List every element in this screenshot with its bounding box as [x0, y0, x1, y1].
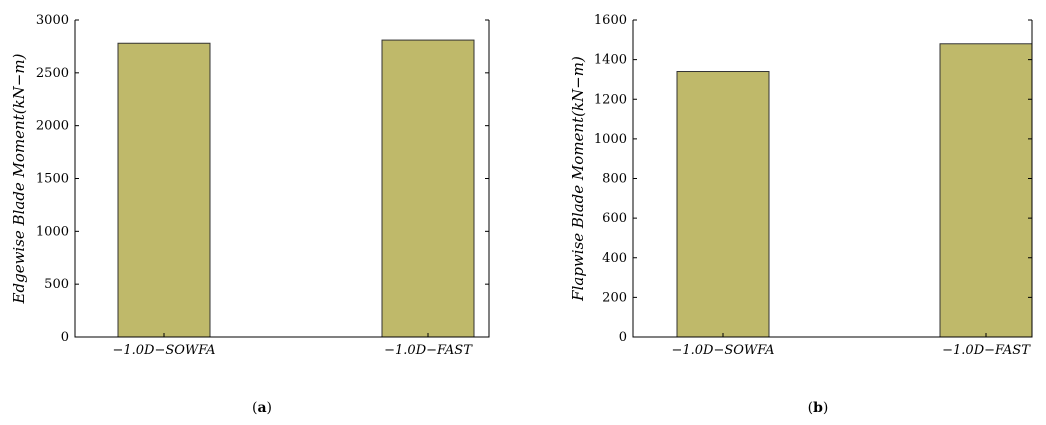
bar-a-0	[117, 42, 211, 338]
bar-b-1	[939, 43, 1033, 338]
y-axis-title-a: Edgewise Blade Moment(kN−m)	[10, 53, 28, 304]
ytick-label-b-1: 200	[602, 290, 627, 305]
y-axis-title-b: Flapwise Blade Moment(kN−m)	[569, 56, 587, 302]
ytick-label-b-8: 1600	[594, 13, 627, 28]
ytick-label-a-6: 3000	[36, 13, 69, 28]
ytick-label-b-6: 1200	[594, 92, 627, 107]
ytick-label-a-4: 2000	[36, 119, 69, 134]
ytick-label-a-2: 1000	[36, 224, 69, 239]
ytick-label-b-3: 600	[602, 211, 627, 226]
xtick-label-b-1: −1.0D−FAST	[942, 343, 1031, 358]
chart-panel-a: 0 500 1000 1500 2000 2500 3000 −1.0D−SOWFA −1.0D…	[10, 13, 490, 416]
ytick-label-a-1: 500	[44, 277, 69, 292]
ytick-label-a-3: 1500	[36, 172, 69, 187]
bar-b-0	[676, 71, 770, 338]
ytick-label-b-2: 400	[602, 251, 627, 266]
chart-a-svg: 0 500 1000 1500 2000 2500 3000 −1.0D−SOWFA −1.0D…	[10, 13, 490, 358]
chart-panel-b: 0 200 400 600 800 1000 1200 1400 1600 −1.0D−SOWFA…	[523, 0, 1046, 425]
ytick-label-b-4: 800	[602, 172, 627, 187]
xtick-label-a-0: −1.0D−SOWFA	[112, 343, 215, 358]
ytick-label-b-7: 1400	[594, 53, 627, 68]
ytick-label-a-5: 2500	[36, 66, 69, 81]
caption-a: (a)	[251, 400, 272, 416]
caption-b: (b)	[807, 400, 829, 416]
xtick-label-a-1: −1.0D−FAST	[384, 343, 473, 358]
ytick-label-a-0: 0	[61, 330, 69, 345]
xtick-label-b-0: −1.0D−SOWFA	[671, 343, 774, 358]
caption-b-letter: b	[813, 400, 823, 416]
chart-b-svg: 0 200 400 600 800 1000 1200 1400 1600 −1.0D−SOWFA…	[569, 13, 1033, 358]
caption-a-letter: a	[257, 400, 267, 416]
bar-a-1	[381, 39, 475, 338]
ytick-label-b-0: 0	[619, 330, 627, 345]
ytick-label-b-5: 1000	[594, 132, 627, 147]
